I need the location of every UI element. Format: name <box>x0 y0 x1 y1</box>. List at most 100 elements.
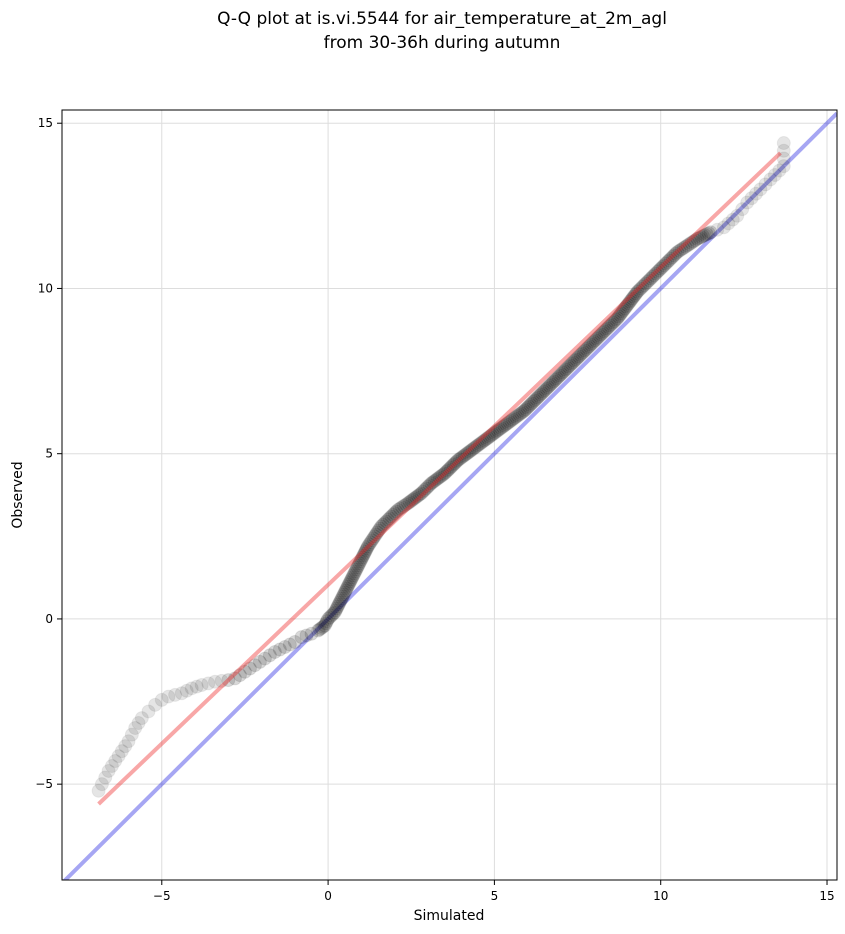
quantile-point <box>361 539 376 554</box>
y-tick-label: 15 <box>38 116 53 130</box>
quantile-point <box>317 618 332 633</box>
quantile-point <box>390 502 405 517</box>
quantile-point <box>252 654 267 669</box>
quantile-point <box>341 577 356 592</box>
quantile-point <box>608 312 623 327</box>
quantile-point <box>563 358 578 373</box>
quantile-point <box>686 234 701 249</box>
x-tick-label: 0 <box>324 889 332 903</box>
quantile-point <box>630 284 645 299</box>
quantile-point <box>419 481 434 496</box>
quantile-point <box>582 339 597 354</box>
quantile-point <box>642 273 657 288</box>
quantile-point <box>586 334 601 349</box>
quantile-point <box>530 390 545 405</box>
quantile-point <box>518 402 533 417</box>
quantile-point <box>98 770 113 785</box>
quantile-point <box>536 384 551 399</box>
quantile-point <box>168 687 183 702</box>
quantile-point <box>497 418 512 433</box>
quantile-point <box>311 623 326 638</box>
quantile-point <box>638 276 653 291</box>
quantile-point <box>342 576 357 591</box>
quantile-point <box>647 268 662 283</box>
quantile-point <box>124 727 139 742</box>
quantile-point <box>692 230 707 245</box>
quantile-point <box>629 286 644 301</box>
quantile-point <box>316 619 331 634</box>
quantile-point <box>469 439 484 454</box>
quantile-point <box>352 556 367 571</box>
quantile-point <box>345 570 360 585</box>
quantile-point <box>380 512 395 527</box>
x-tick-label: −5 <box>153 889 171 903</box>
quantile-point <box>312 622 327 637</box>
quantile-point <box>194 678 209 693</box>
quantile-point <box>417 483 432 498</box>
quantile-point <box>328 603 343 618</box>
quantile-point <box>348 564 363 579</box>
quantile-point <box>735 202 750 217</box>
quantile-point <box>319 614 334 629</box>
quantile-point <box>174 686 189 701</box>
quantile-point <box>336 587 351 602</box>
quantile-point <box>333 593 348 608</box>
quantile-point <box>542 378 557 393</box>
quantile-point <box>354 552 369 567</box>
quantile-point <box>492 422 507 437</box>
quantile-point <box>447 456 462 471</box>
quantile-point <box>776 151 791 166</box>
quantile-point <box>227 671 242 686</box>
quantile-point <box>362 537 377 552</box>
quantile-point <box>697 228 712 243</box>
quantile-point <box>549 371 564 386</box>
quantile-point <box>620 297 635 312</box>
quantile-point <box>490 423 505 438</box>
quantile-point <box>625 291 640 306</box>
y-tick-label: −5 <box>35 777 53 791</box>
quantile-point <box>721 216 736 231</box>
quantile-point <box>515 404 530 419</box>
y-axis-label: Observed <box>10 461 26 528</box>
quantile-point <box>543 377 558 392</box>
quantile-point <box>616 302 631 317</box>
quantile-point <box>576 344 591 359</box>
quantile-point <box>449 454 464 469</box>
quantile-point <box>384 509 399 524</box>
quantile-point <box>598 322 613 337</box>
quantile-point <box>282 637 297 652</box>
quantile-point <box>179 683 194 698</box>
quantile-point <box>577 343 592 358</box>
quantile-point <box>429 472 444 487</box>
quantile-point <box>583 337 598 352</box>
x-tick-label: 15 <box>819 889 834 903</box>
quantile-point <box>412 487 427 502</box>
quantile-point <box>358 544 373 559</box>
quantile-point <box>94 777 109 792</box>
quantile-point <box>499 417 514 432</box>
quantile-point <box>540 380 555 395</box>
quantile-point <box>539 381 554 396</box>
quantile-point <box>744 191 759 206</box>
quantile-point <box>208 674 223 689</box>
quantile-point <box>552 368 567 383</box>
quantile-point <box>366 531 381 546</box>
quantile-point <box>272 642 287 657</box>
quantile-point <box>637 278 652 293</box>
quantile-point <box>443 460 458 475</box>
quantile-point <box>462 444 477 459</box>
quantile-point <box>574 346 589 361</box>
quantile-point <box>363 535 378 550</box>
quantile-point <box>554 367 569 382</box>
identity-line <box>62 111 837 880</box>
quantile-point <box>758 177 773 192</box>
quantile-point <box>262 648 277 663</box>
quantile-point <box>474 435 489 450</box>
quantile-point <box>371 523 386 538</box>
quantile-point <box>437 466 452 481</box>
quantile-point <box>753 182 768 197</box>
quantile-point <box>337 585 352 600</box>
quantile-point <box>660 255 675 270</box>
quantile-point <box>365 533 379 548</box>
